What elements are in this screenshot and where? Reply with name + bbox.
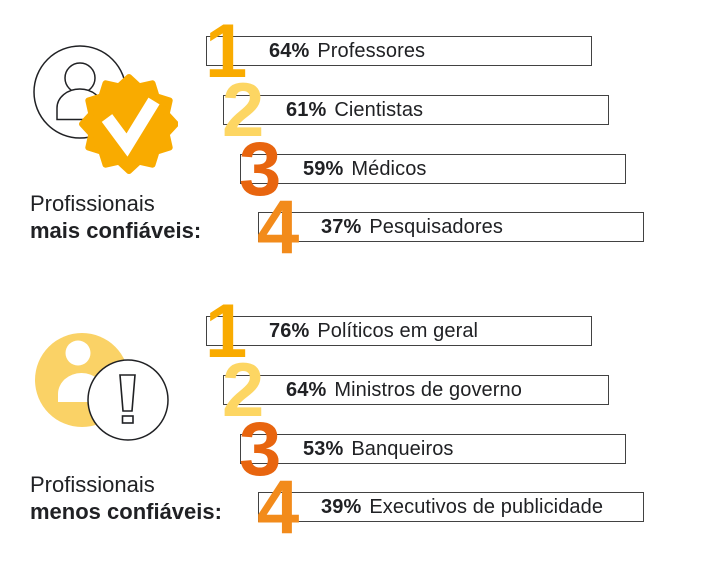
exclamation-bar (119, 374, 136, 412)
rank-row: 37% Pesquisadores 4 (257, 189, 644, 265)
rank-row: 59% Médicos 3 (239, 131, 626, 207)
section-label-least-trusted: Profissionais menos confiáveis: (30, 471, 222, 525)
rank-bar: 59% Médicos (240, 154, 626, 184)
section-label-most-trusted: Profissionais mais confiáveis: (30, 190, 201, 244)
rank-row: 53% Banqueiros 3 (239, 411, 626, 487)
rank-bar: 39% Executivos de publicidade (258, 492, 644, 522)
section-label-line2: mais confiáveis: (30, 218, 202, 243)
percent-value: 61% (286, 98, 327, 121)
percent-value: 39% (321, 495, 362, 518)
rank-digit: 2 (222, 347, 265, 433)
profession-name: Banqueiros (351, 437, 454, 460)
rank-digit: 2 (222, 67, 265, 153)
rank-digit: 3 (239, 406, 282, 492)
rank-bar: 37% Pesquisadores (258, 212, 644, 242)
person-verified-badge-icon (28, 38, 178, 178)
person-warning-badge-svg (35, 333, 169, 441)
percent-value: 59% (303, 157, 344, 180)
rank-bar: 53% Banqueiros (240, 434, 626, 464)
check-mark (101, 97, 160, 157)
rank-digit: 1 (205, 8, 248, 94)
percent-value: 37% (321, 215, 362, 238)
profession-name: Pesquisadores (369, 215, 503, 238)
rank-row: 39% Executivos de publicidade 4 (257, 469, 644, 545)
rank-row: 76% Políticos em geral 1 (205, 293, 592, 369)
rank-digit: 4 (257, 184, 300, 270)
profession-name: Executivos de publicidade (369, 495, 604, 518)
profession-name: Médicos (351, 157, 427, 180)
ranking-list-least-trusted: 76% Políticos em geral 1 64% Ministros d… (205, 293, 666, 546)
section-label-line1: Profissionais (30, 191, 155, 216)
percent-value: 76% (269, 319, 310, 342)
rank-bar: 61% Cientistas (223, 95, 609, 125)
rank-bar: 64% Ministros de governo (223, 375, 609, 405)
percent-value: 64% (269, 39, 310, 62)
exclamation-dot (121, 415, 134, 424)
profession-name: Cientistas (334, 98, 424, 121)
ranking-list-most-trusted: 64% Professores 1 61% Cientistas 2 59% M… (205, 13, 666, 266)
percent-value: 64% (286, 378, 327, 401)
percent-value: 53% (303, 437, 344, 460)
rank-bar: 76% Políticos em geral (206, 316, 592, 346)
rank-digit: 3 (239, 126, 282, 212)
rank-row: 64% Ministros de governo 2 (222, 352, 609, 428)
rank-row: 61% Cientistas 2 (222, 72, 609, 148)
profession-name: Professores (317, 39, 426, 62)
profession-name: Políticos em geral (317, 319, 479, 342)
person-warning-badge-icon (28, 318, 178, 458)
rank-bar: 64% Professores (206, 36, 592, 66)
rank-digit: 1 (205, 288, 248, 374)
profession-name: Ministros de governo (334, 378, 522, 401)
rank-row: 64% Professores 1 (205, 13, 592, 89)
person-verified-badge-svg (33, 45, 178, 174)
rank-digit: 4 (257, 464, 300, 550)
section-label-line1: Profissionais (30, 472, 155, 497)
section-label-line2: menos confiáveis: (30, 499, 222, 524)
